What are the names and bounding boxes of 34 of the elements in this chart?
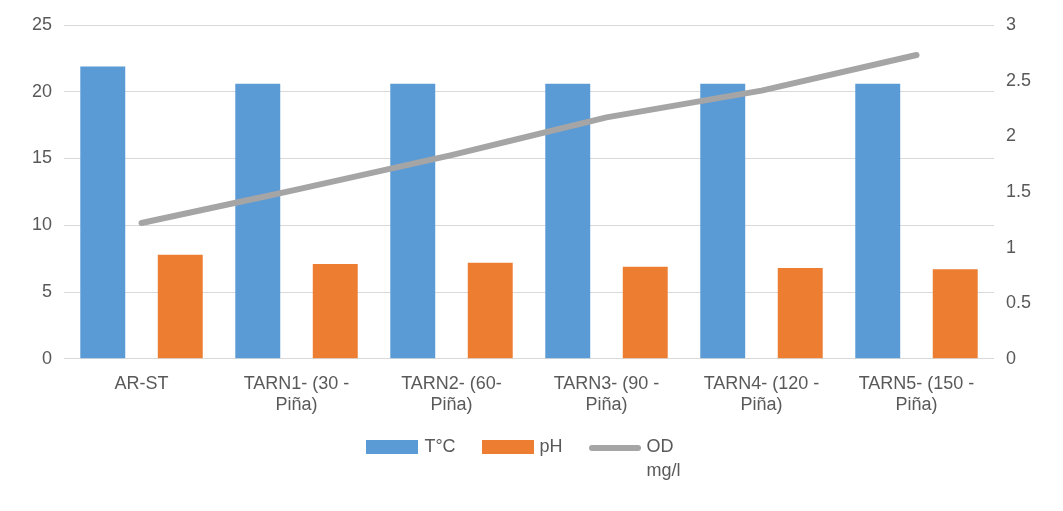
- x-tick-label: TARN1- (30 - Piña): [243, 372, 350, 415]
- y-tick-label: 25: [31, 13, 53, 34]
- bar: [545, 83, 591, 359]
- y-tick-label: 10: [31, 214, 53, 235]
- bar: [312, 264, 358, 359]
- y-tick-label: 20: [31, 80, 53, 101]
- bar: [80, 66, 126, 359]
- bar: [157, 254, 203, 359]
- x-tick-label: TARN5- (150 - Piña): [858, 372, 975, 415]
- bar: [390, 83, 436, 359]
- legend-label: T°C: [424, 435, 456, 458]
- x-tick-label: AR-ST: [114, 372, 169, 393]
- y2-tick-label: 0: [1005, 347, 1016, 368]
- x-tick-label: TARN2- (60- Piña): [401, 372, 502, 415]
- y2-tick-label: 1: [1005, 236, 1016, 257]
- bar: [622, 266, 668, 359]
- legend-label: pH: [539, 435, 563, 458]
- bar: [855, 83, 901, 359]
- legend-label: OD mg/l: [646, 435, 682, 482]
- x-tick-label: TARN4- (120 - Piña): [703, 372, 820, 415]
- y-tick-label: 0: [42, 347, 53, 368]
- y-tick-label: 5: [42, 281, 53, 302]
- bar: [932, 269, 978, 359]
- y2-tick-label: 0.5: [1005, 292, 1032, 313]
- y-tick-label: 15: [31, 147, 53, 168]
- y2-tick-label: 3: [1005, 13, 1016, 34]
- y2-tick-label: 2: [1005, 125, 1016, 146]
- y2-tick-label: 1.5: [1005, 180, 1032, 201]
- bar: [235, 83, 281, 359]
- bar: [700, 83, 746, 359]
- x-tick-label: TARN3- (90 - Piña): [553, 372, 660, 415]
- bar: [777, 268, 823, 359]
- y2-tick-label: 2.5: [1005, 69, 1032, 90]
- bar: [467, 262, 513, 359]
